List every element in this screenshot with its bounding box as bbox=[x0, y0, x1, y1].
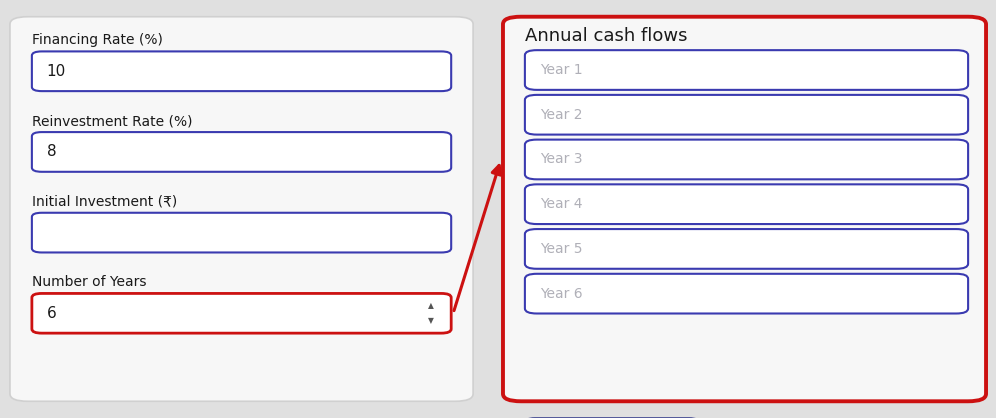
Text: Year 6: Year 6 bbox=[540, 287, 583, 301]
FancyBboxPatch shape bbox=[32, 132, 451, 172]
Text: 8: 8 bbox=[47, 145, 57, 159]
Text: ▼: ▼ bbox=[428, 316, 434, 325]
Text: Initial Investment (₹): Initial Investment (₹) bbox=[32, 195, 177, 209]
Text: Number of Years: Number of Years bbox=[32, 275, 146, 289]
FancyBboxPatch shape bbox=[525, 184, 968, 224]
Text: 10: 10 bbox=[47, 64, 66, 79]
FancyBboxPatch shape bbox=[32, 213, 451, 252]
Text: ▲: ▲ bbox=[428, 301, 434, 310]
Text: Year 4: Year 4 bbox=[540, 197, 583, 211]
FancyBboxPatch shape bbox=[525, 140, 968, 179]
Text: Financing Rate (%): Financing Rate (%) bbox=[32, 33, 162, 47]
FancyBboxPatch shape bbox=[525, 50, 968, 90]
FancyBboxPatch shape bbox=[503, 17, 986, 401]
Text: 6: 6 bbox=[47, 306, 57, 321]
FancyBboxPatch shape bbox=[10, 17, 473, 401]
Text: Year 2: Year 2 bbox=[540, 108, 583, 122]
FancyBboxPatch shape bbox=[525, 229, 968, 269]
Text: Annual cash flows: Annual cash flows bbox=[525, 27, 687, 45]
Text: Year 5: Year 5 bbox=[540, 242, 583, 256]
FancyBboxPatch shape bbox=[32, 51, 451, 91]
FancyBboxPatch shape bbox=[525, 274, 968, 314]
Text: Year 3: Year 3 bbox=[540, 153, 583, 166]
Text: Year 1: Year 1 bbox=[540, 63, 583, 77]
FancyBboxPatch shape bbox=[32, 293, 451, 333]
Text: Reinvestment Rate (%): Reinvestment Rate (%) bbox=[32, 114, 192, 128]
FancyBboxPatch shape bbox=[525, 95, 968, 135]
